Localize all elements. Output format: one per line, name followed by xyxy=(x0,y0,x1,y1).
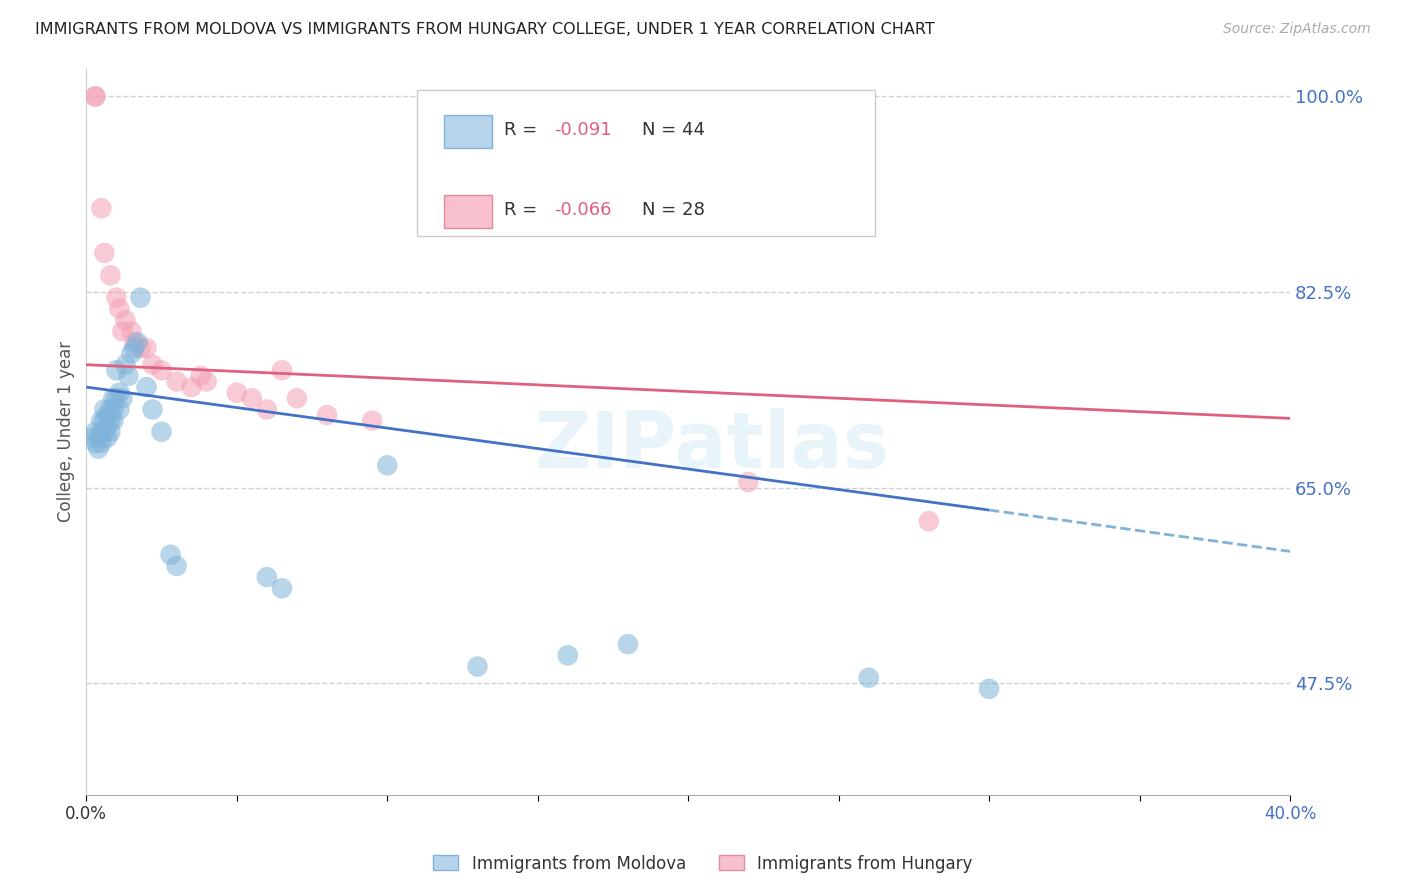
Point xyxy=(858,671,880,685)
Point xyxy=(103,402,125,417)
Point xyxy=(105,363,128,377)
Point xyxy=(240,391,263,405)
Point xyxy=(111,391,134,405)
Point xyxy=(84,425,107,439)
Point xyxy=(166,558,188,573)
Point xyxy=(977,681,1000,696)
Text: -0.066: -0.066 xyxy=(554,202,612,219)
Point xyxy=(93,425,115,439)
Point xyxy=(129,291,152,305)
Text: -0.091: -0.091 xyxy=(554,121,612,139)
Point xyxy=(150,363,173,377)
Point xyxy=(141,402,163,417)
Point xyxy=(93,414,115,428)
Point xyxy=(166,375,188,389)
Text: N = 28: N = 28 xyxy=(643,202,706,219)
Text: N = 44: N = 44 xyxy=(643,121,706,139)
Point xyxy=(90,425,112,439)
Point xyxy=(82,430,104,444)
Point xyxy=(111,324,134,338)
Point xyxy=(135,380,157,394)
Point xyxy=(124,341,146,355)
Point xyxy=(195,375,218,389)
Point xyxy=(98,425,121,439)
Point xyxy=(90,414,112,428)
Point xyxy=(108,301,131,316)
Point xyxy=(256,402,278,417)
Point xyxy=(103,391,125,405)
Point xyxy=(190,368,212,383)
FancyBboxPatch shape xyxy=(418,90,875,235)
Point xyxy=(96,419,118,434)
Point xyxy=(159,548,181,562)
Point xyxy=(141,358,163,372)
Point xyxy=(105,391,128,405)
Text: ZIPatlas: ZIPatlas xyxy=(534,409,890,484)
Point xyxy=(84,89,107,103)
Point xyxy=(93,402,115,417)
Point xyxy=(90,436,112,450)
Text: R =: R = xyxy=(503,121,543,139)
Point xyxy=(120,324,142,338)
Point xyxy=(256,570,278,584)
Point xyxy=(98,414,121,428)
Point xyxy=(96,430,118,444)
Point xyxy=(124,335,146,350)
Point xyxy=(375,458,398,473)
Point xyxy=(467,659,489,673)
Point xyxy=(96,408,118,422)
Point xyxy=(114,358,136,372)
Point xyxy=(316,408,339,422)
Point xyxy=(127,335,149,350)
Point xyxy=(150,425,173,439)
Point xyxy=(90,201,112,215)
Point xyxy=(84,436,107,450)
Point xyxy=(129,341,152,355)
Point xyxy=(557,648,579,663)
Point xyxy=(98,268,121,283)
Point xyxy=(180,380,202,394)
Point xyxy=(84,89,107,103)
Point xyxy=(361,414,384,428)
Point xyxy=(617,637,640,651)
Point xyxy=(98,402,121,417)
FancyBboxPatch shape xyxy=(444,195,492,228)
Point xyxy=(114,313,136,327)
Y-axis label: College, Under 1 year: College, Under 1 year xyxy=(58,342,75,523)
FancyBboxPatch shape xyxy=(444,115,492,148)
Point xyxy=(117,368,139,383)
Text: R =: R = xyxy=(503,202,543,219)
Text: Source: ZipAtlas.com: Source: ZipAtlas.com xyxy=(1223,22,1371,37)
Point xyxy=(270,363,292,377)
Legend: Immigrants from Moldova, Immigrants from Hungary: Immigrants from Moldova, Immigrants from… xyxy=(426,848,980,880)
Point xyxy=(103,414,125,428)
Point xyxy=(270,582,292,596)
Point xyxy=(93,246,115,260)
Point xyxy=(120,346,142,360)
Point xyxy=(737,475,759,489)
Point xyxy=(918,514,941,528)
Point xyxy=(87,430,110,444)
Point xyxy=(87,442,110,456)
Point xyxy=(135,341,157,355)
Point xyxy=(225,385,247,400)
Point xyxy=(285,391,308,405)
Text: IMMIGRANTS FROM MOLDOVA VS IMMIGRANTS FROM HUNGARY COLLEGE, UNDER 1 YEAR CORRELA: IMMIGRANTS FROM MOLDOVA VS IMMIGRANTS FR… xyxy=(35,22,935,37)
Point xyxy=(108,402,131,417)
Point xyxy=(105,291,128,305)
Point xyxy=(108,385,131,400)
